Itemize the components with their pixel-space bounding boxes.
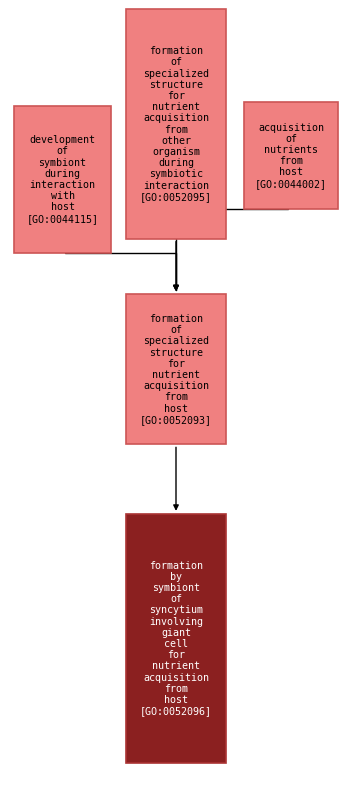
FancyBboxPatch shape: [14, 106, 111, 252]
Text: formation
by
symbiont
of
syncytium
involving
giant
cell
for
nutrient
acquisition: formation by symbiont of syncytium invol…: [140, 561, 212, 716]
Text: formation
of
specialized
structure
for
nutrient
acquisition
from
other
organism
: formation of specialized structure for n…: [140, 46, 212, 202]
Text: acquisition
of
nutrients
from
host
[GO:0044002]: acquisition of nutrients from host [GO:0…: [255, 123, 327, 189]
FancyBboxPatch shape: [126, 514, 226, 763]
FancyBboxPatch shape: [126, 10, 226, 239]
Text: formation
of
specialized
structure
for
nutrient
acquisition
from
host
[GO:005209: formation of specialized structure for n…: [140, 314, 212, 425]
FancyBboxPatch shape: [244, 102, 338, 209]
FancyBboxPatch shape: [126, 294, 226, 445]
Text: development
of
symbiont
during
interaction
with
host
[GO:0044115]: development of symbiont during interacti…: [26, 135, 99, 224]
